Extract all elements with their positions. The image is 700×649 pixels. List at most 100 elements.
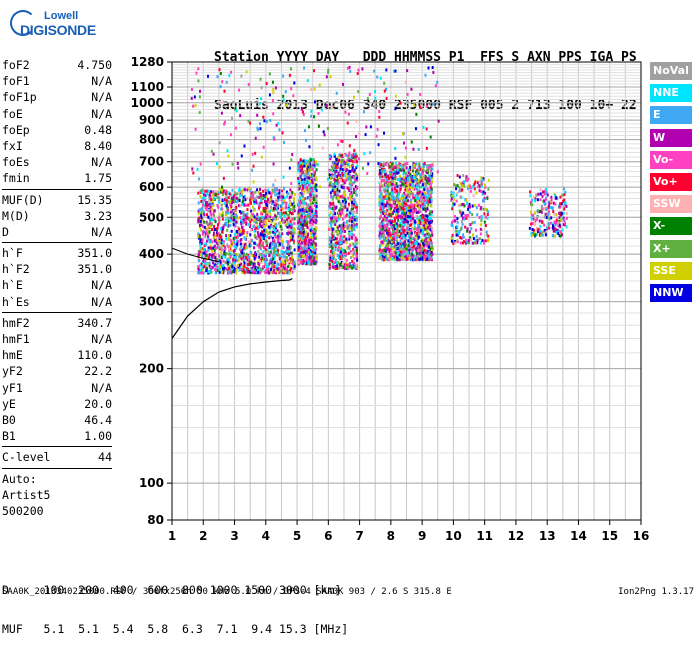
echo-point — [356, 255, 358, 258]
echo-point — [405, 237, 407, 240]
echo-point — [311, 234, 313, 237]
echo-point — [298, 216, 300, 219]
echo-point — [221, 204, 223, 207]
echo-point — [454, 219, 456, 222]
echo-point — [380, 183, 382, 186]
echo-point — [389, 201, 391, 204]
echo-point — [284, 215, 286, 218]
echo-point — [427, 226, 429, 229]
echo-point — [215, 239, 217, 242]
echo-point — [255, 227, 257, 230]
echo-point — [343, 254, 345, 257]
echo-point — [290, 220, 292, 223]
echo-point — [382, 211, 384, 214]
echo-point — [453, 203, 455, 206]
echo-point — [236, 242, 238, 245]
echo-point — [379, 253, 381, 256]
echo-point — [228, 238, 230, 241]
echo-point — [283, 200, 285, 203]
echo-point — [200, 248, 202, 251]
echo-point — [240, 219, 242, 222]
echo-point — [381, 179, 383, 182]
echo-point — [228, 220, 230, 223]
echo-point — [330, 185, 332, 188]
echo-point — [268, 236, 270, 239]
echo-point — [386, 163, 388, 166]
echo-point — [218, 268, 220, 271]
echo-point — [304, 224, 306, 227]
echo-point — [402, 183, 404, 186]
echo-point — [345, 201, 347, 204]
echo-point — [412, 228, 414, 231]
echo-point — [387, 192, 389, 195]
echo-point — [286, 259, 288, 262]
echo-point — [239, 210, 241, 213]
echo-point — [411, 253, 413, 256]
echo-point — [315, 160, 317, 163]
echo-point — [407, 239, 409, 242]
echo-point — [431, 191, 433, 194]
echo-point — [258, 196, 260, 199]
echo-point — [258, 226, 260, 229]
echo-point — [204, 190, 206, 193]
echo-point — [404, 234, 406, 237]
echo-point — [219, 219, 221, 222]
echo-point — [301, 208, 303, 211]
echo-point — [211, 228, 213, 231]
echo-point — [336, 242, 338, 245]
echo-point — [228, 247, 230, 250]
echo-point — [228, 196, 230, 199]
echo-point — [386, 244, 388, 247]
echo-point — [298, 237, 300, 240]
echo-point — [335, 188, 337, 191]
echo-point — [279, 242, 281, 245]
echo-point — [340, 167, 342, 170]
echo-point — [256, 213, 258, 216]
echo-point — [254, 191, 256, 194]
echo-point — [349, 232, 351, 235]
echo-point — [269, 215, 271, 218]
echo-point — [260, 199, 262, 202]
echo-point — [342, 218, 344, 221]
echo-point — [420, 254, 422, 257]
echo-point — [399, 190, 401, 193]
echo-point — [428, 233, 430, 236]
echo-point — [480, 228, 482, 231]
echo-point — [356, 225, 358, 228]
echo-point — [394, 187, 396, 190]
echo-point — [259, 271, 261, 274]
echo-point — [265, 262, 267, 265]
echo-point — [290, 246, 292, 249]
x-tick-label: 16 — [633, 529, 650, 543]
x-tick-label: 8 — [387, 529, 395, 543]
echo-point — [281, 232, 283, 235]
echo-point — [343, 238, 345, 241]
echo-point — [303, 220, 305, 223]
echo-point — [303, 251, 305, 254]
echo-point — [252, 194, 254, 197]
echo-point — [250, 210, 252, 213]
echo-point — [254, 252, 256, 255]
echo-point — [240, 204, 242, 207]
echo-point — [203, 265, 205, 268]
echo-point — [351, 183, 353, 186]
echo-point — [332, 228, 334, 231]
echo-point — [266, 204, 268, 207]
echo-point — [383, 170, 385, 173]
echo-point — [353, 249, 355, 252]
echo-point — [203, 210, 205, 213]
echo-point — [229, 200, 231, 203]
echo-point — [383, 234, 385, 237]
echo-point — [469, 223, 471, 226]
x-tick-label: 4 — [262, 529, 270, 543]
echo-point — [391, 173, 393, 176]
echo-point — [281, 195, 283, 198]
echo-point — [379, 206, 381, 209]
echo-point — [294, 193, 296, 196]
echo-point — [303, 164, 305, 167]
echo-point — [431, 167, 433, 170]
echo-point — [409, 183, 411, 186]
echo-point — [329, 155, 331, 158]
echo-point — [406, 258, 408, 261]
echo-point — [239, 199, 241, 202]
